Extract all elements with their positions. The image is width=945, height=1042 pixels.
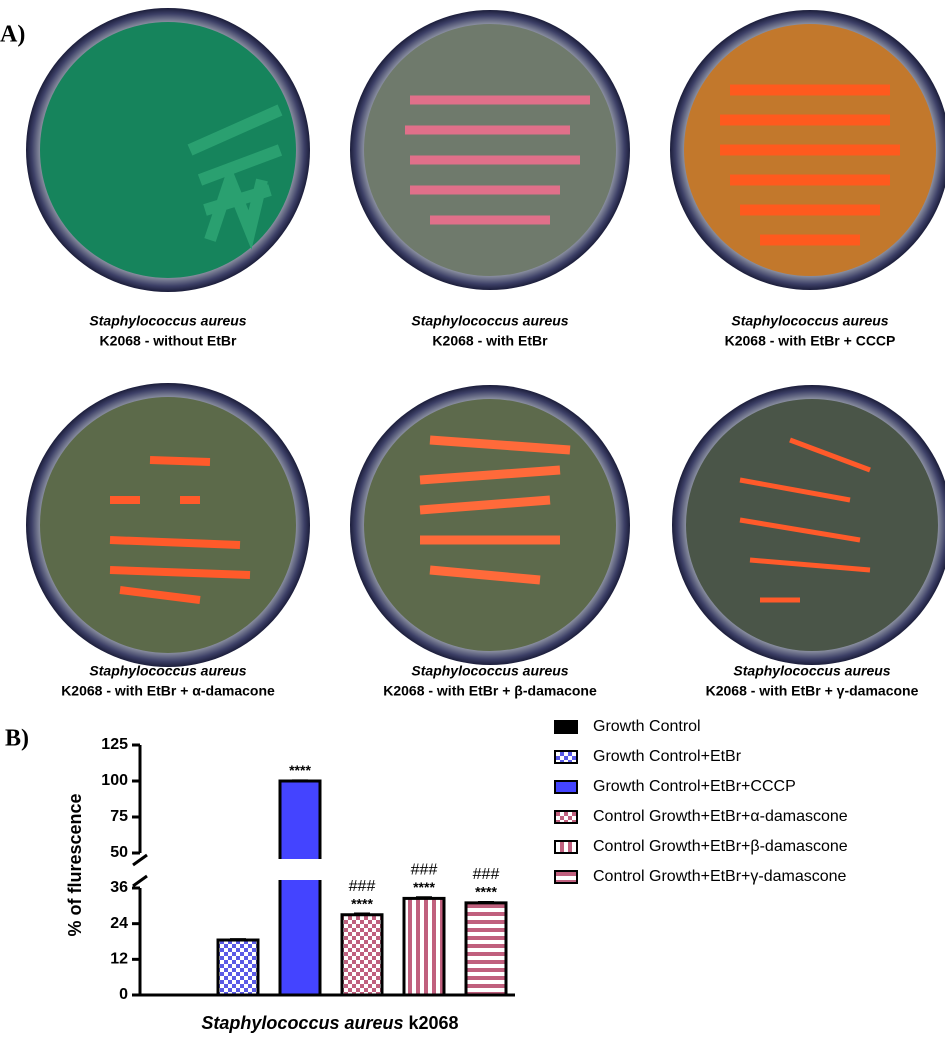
y-tick-label: 100 (101, 772, 128, 789)
significance: ### (411, 861, 438, 878)
error-bar (292, 779, 308, 782)
plate-condition: K2068 - with EtBr + CCCP (725, 333, 896, 349)
axis-break (132, 853, 148, 867)
panel-label: B) (5, 726, 29, 752)
plate-condition: K2068 - with EtBr + β-damacone (383, 683, 597, 699)
legend-label: Growth Control (593, 718, 701, 735)
streak (187, 104, 283, 250)
legend-label: Control Growth+EtBr+β-damascone (593, 838, 848, 855)
bar (340, 913, 384, 997)
legend-label: Control Growth+EtBr+γ-damascone (593, 868, 847, 885)
significance: **** (289, 762, 311, 778)
streak (405, 95, 590, 225)
significance: **** (413, 879, 435, 895)
y-tick-label: 75 (110, 808, 128, 825)
plate-agar (364, 399, 616, 651)
bar (402, 896, 446, 997)
legend-swatch (554, 870, 578, 884)
significance: **** (351, 895, 373, 911)
plate-species: Staphylococcus aureus (89, 663, 246, 679)
streak (739, 437, 871, 603)
axis-break (132, 874, 148, 888)
axis-break-gap (277, 859, 323, 880)
legend-swatch (554, 750, 578, 764)
significance: ### (473, 866, 500, 883)
bar (278, 779, 322, 997)
plate-species: Staphylococcus aureus (733, 663, 890, 679)
error-bar (230, 938, 246, 941)
plate-condition: K2068 - with EtBr (432, 333, 548, 349)
streak (109, 456, 251, 604)
legend-swatch (554, 780, 578, 794)
significance: **** (475, 884, 497, 900)
y-tick-label: 36 (110, 879, 128, 896)
legend-label: Control Growth+EtBr+α-damascone (593, 808, 848, 825)
plate-agar (40, 22, 296, 278)
legend-label: Growth Control+EtBr+CCCP (593, 778, 796, 795)
x-axis-strain: k2068 (409, 1013, 459, 1033)
plate-agar (40, 397, 296, 653)
error-bar (354, 912, 370, 915)
streak (419, 435, 571, 585)
legend-swatch (554, 720, 578, 734)
bar (216, 938, 260, 997)
y-tick-label: 50 (110, 844, 128, 861)
y-axis-title: % of flurescence (65, 793, 85, 936)
x-axis-title: Staphylococcus aureus k2068 (201, 1013, 458, 1033)
plates (26, 8, 945, 667)
error-bar (478, 900, 494, 903)
plate-species: Staphylococcus aureus (411, 313, 568, 329)
plate-captions: Staphylococcus aureus K2068 - without EtB… (61, 313, 918, 699)
plate-species: Staphylococcus aureus (731, 313, 888, 329)
x-axis-species: Staphylococcus aureus (201, 1013, 403, 1033)
plate-agar (686, 399, 938, 651)
y-tick-label: 125 (101, 736, 128, 753)
plate-condition: K2068 - without EtBr (100, 333, 237, 349)
plate-species: Staphylococcus aureus (89, 313, 246, 329)
legend-swatch (554, 810, 578, 824)
y-tick-label: 24 (110, 915, 128, 932)
plate-species: Staphylococcus aureus (411, 663, 568, 679)
y-tick-label: 12 (110, 951, 128, 968)
streak (720, 84, 900, 246)
plate-agar (364, 24, 616, 276)
panel-label: A) (0, 22, 25, 48)
bar (464, 901, 508, 997)
significance: ### (349, 878, 376, 895)
error-bar (416, 896, 432, 899)
legend-label: Growth Control+EtBr (593, 748, 742, 765)
y-tick-label: 0 (119, 986, 128, 1003)
plate-condition: K2068 - with EtBr + γ-damacone (706, 683, 919, 699)
plate-condition: K2068 - with EtBr + α-damacone (61, 683, 275, 699)
legend-swatch (554, 840, 578, 854)
